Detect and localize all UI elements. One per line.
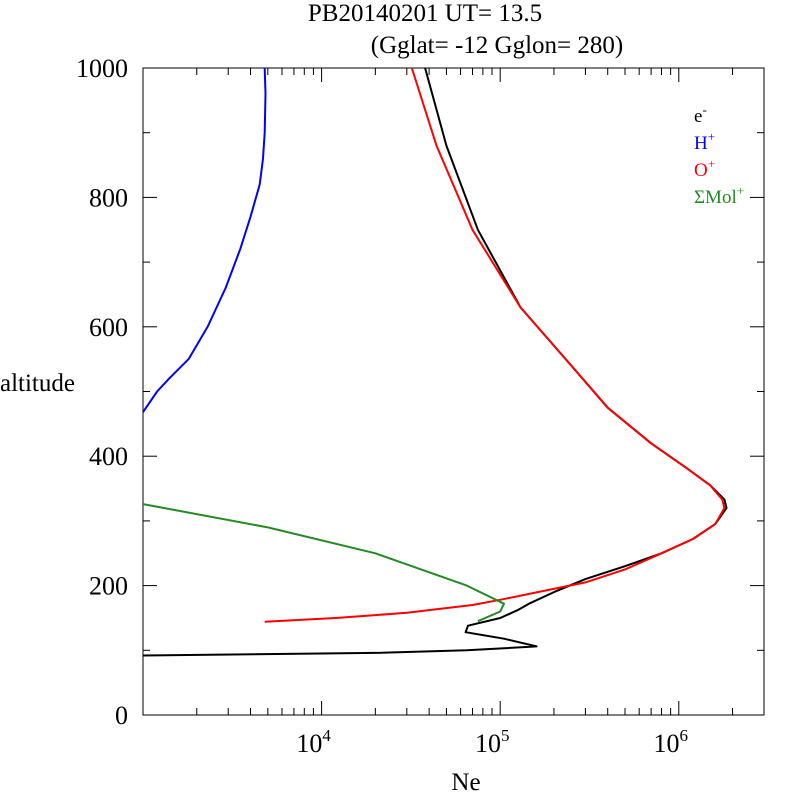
chart-title: PB20140201 UT= 13.5 bbox=[308, 0, 542, 27]
y-tick-label: 200 bbox=[89, 572, 128, 601]
x-tick-label: 106 bbox=[654, 726, 689, 758]
y-axis-label: altitude bbox=[0, 370, 75, 397]
x-tick-label: 104 bbox=[296, 726, 331, 758]
x-tick-base: 10 bbox=[475, 729, 501, 758]
x-tick-base: 10 bbox=[296, 729, 322, 758]
series-line-1 bbox=[143, 68, 267, 413]
legend-label: O bbox=[694, 160, 708, 181]
x-tick-exponent: 5 bbox=[501, 726, 510, 745]
series-line-3 bbox=[143, 503, 505, 623]
legend-entry-3: ΣMol+ bbox=[694, 183, 744, 208]
x-axis-label: Ne bbox=[451, 769, 480, 796]
series-line-2 bbox=[264, 68, 726, 623]
legend: e-H+O+ΣMol+ bbox=[694, 102, 744, 208]
x-tick-exponent: 4 bbox=[322, 726, 331, 745]
labels-group: PB20140201 UT= 13.5 (Gglat= -12 Gglon= 2… bbox=[0, 0, 688, 796]
legend-entry-1: H+ bbox=[694, 129, 715, 154]
axes-frame bbox=[142, 67, 765, 716]
legend-superscript: + bbox=[737, 183, 744, 198]
y-tick-label: 600 bbox=[89, 313, 128, 342]
series-lines bbox=[143, 68, 728, 657]
legend-label: ΣMol bbox=[694, 187, 737, 208]
series-group bbox=[143, 68, 728, 657]
legend-label: H bbox=[694, 133, 708, 154]
y-tick-label: 800 bbox=[89, 183, 128, 212]
legend-superscript: + bbox=[708, 129, 715, 144]
chart-subtitle: (Gglat= -12 Gglon= 280) bbox=[371, 32, 623, 59]
legend-entry-2: O+ bbox=[694, 156, 715, 181]
legend-label: e bbox=[694, 106, 702, 127]
legend-superscript: - bbox=[702, 102, 706, 117]
x-tick-exponent: 6 bbox=[680, 726, 689, 745]
series-line-0 bbox=[143, 68, 728, 657]
y-tick-label: 1000 bbox=[76, 54, 128, 83]
x-tick-base: 10 bbox=[654, 729, 680, 758]
legend-entry-0: e- bbox=[694, 102, 707, 127]
y-tick-label: 400 bbox=[89, 442, 128, 471]
x-tick-label: 105 bbox=[475, 726, 510, 758]
y-tick-label: 0 bbox=[115, 701, 128, 730]
legend-superscript: + bbox=[708, 156, 715, 171]
